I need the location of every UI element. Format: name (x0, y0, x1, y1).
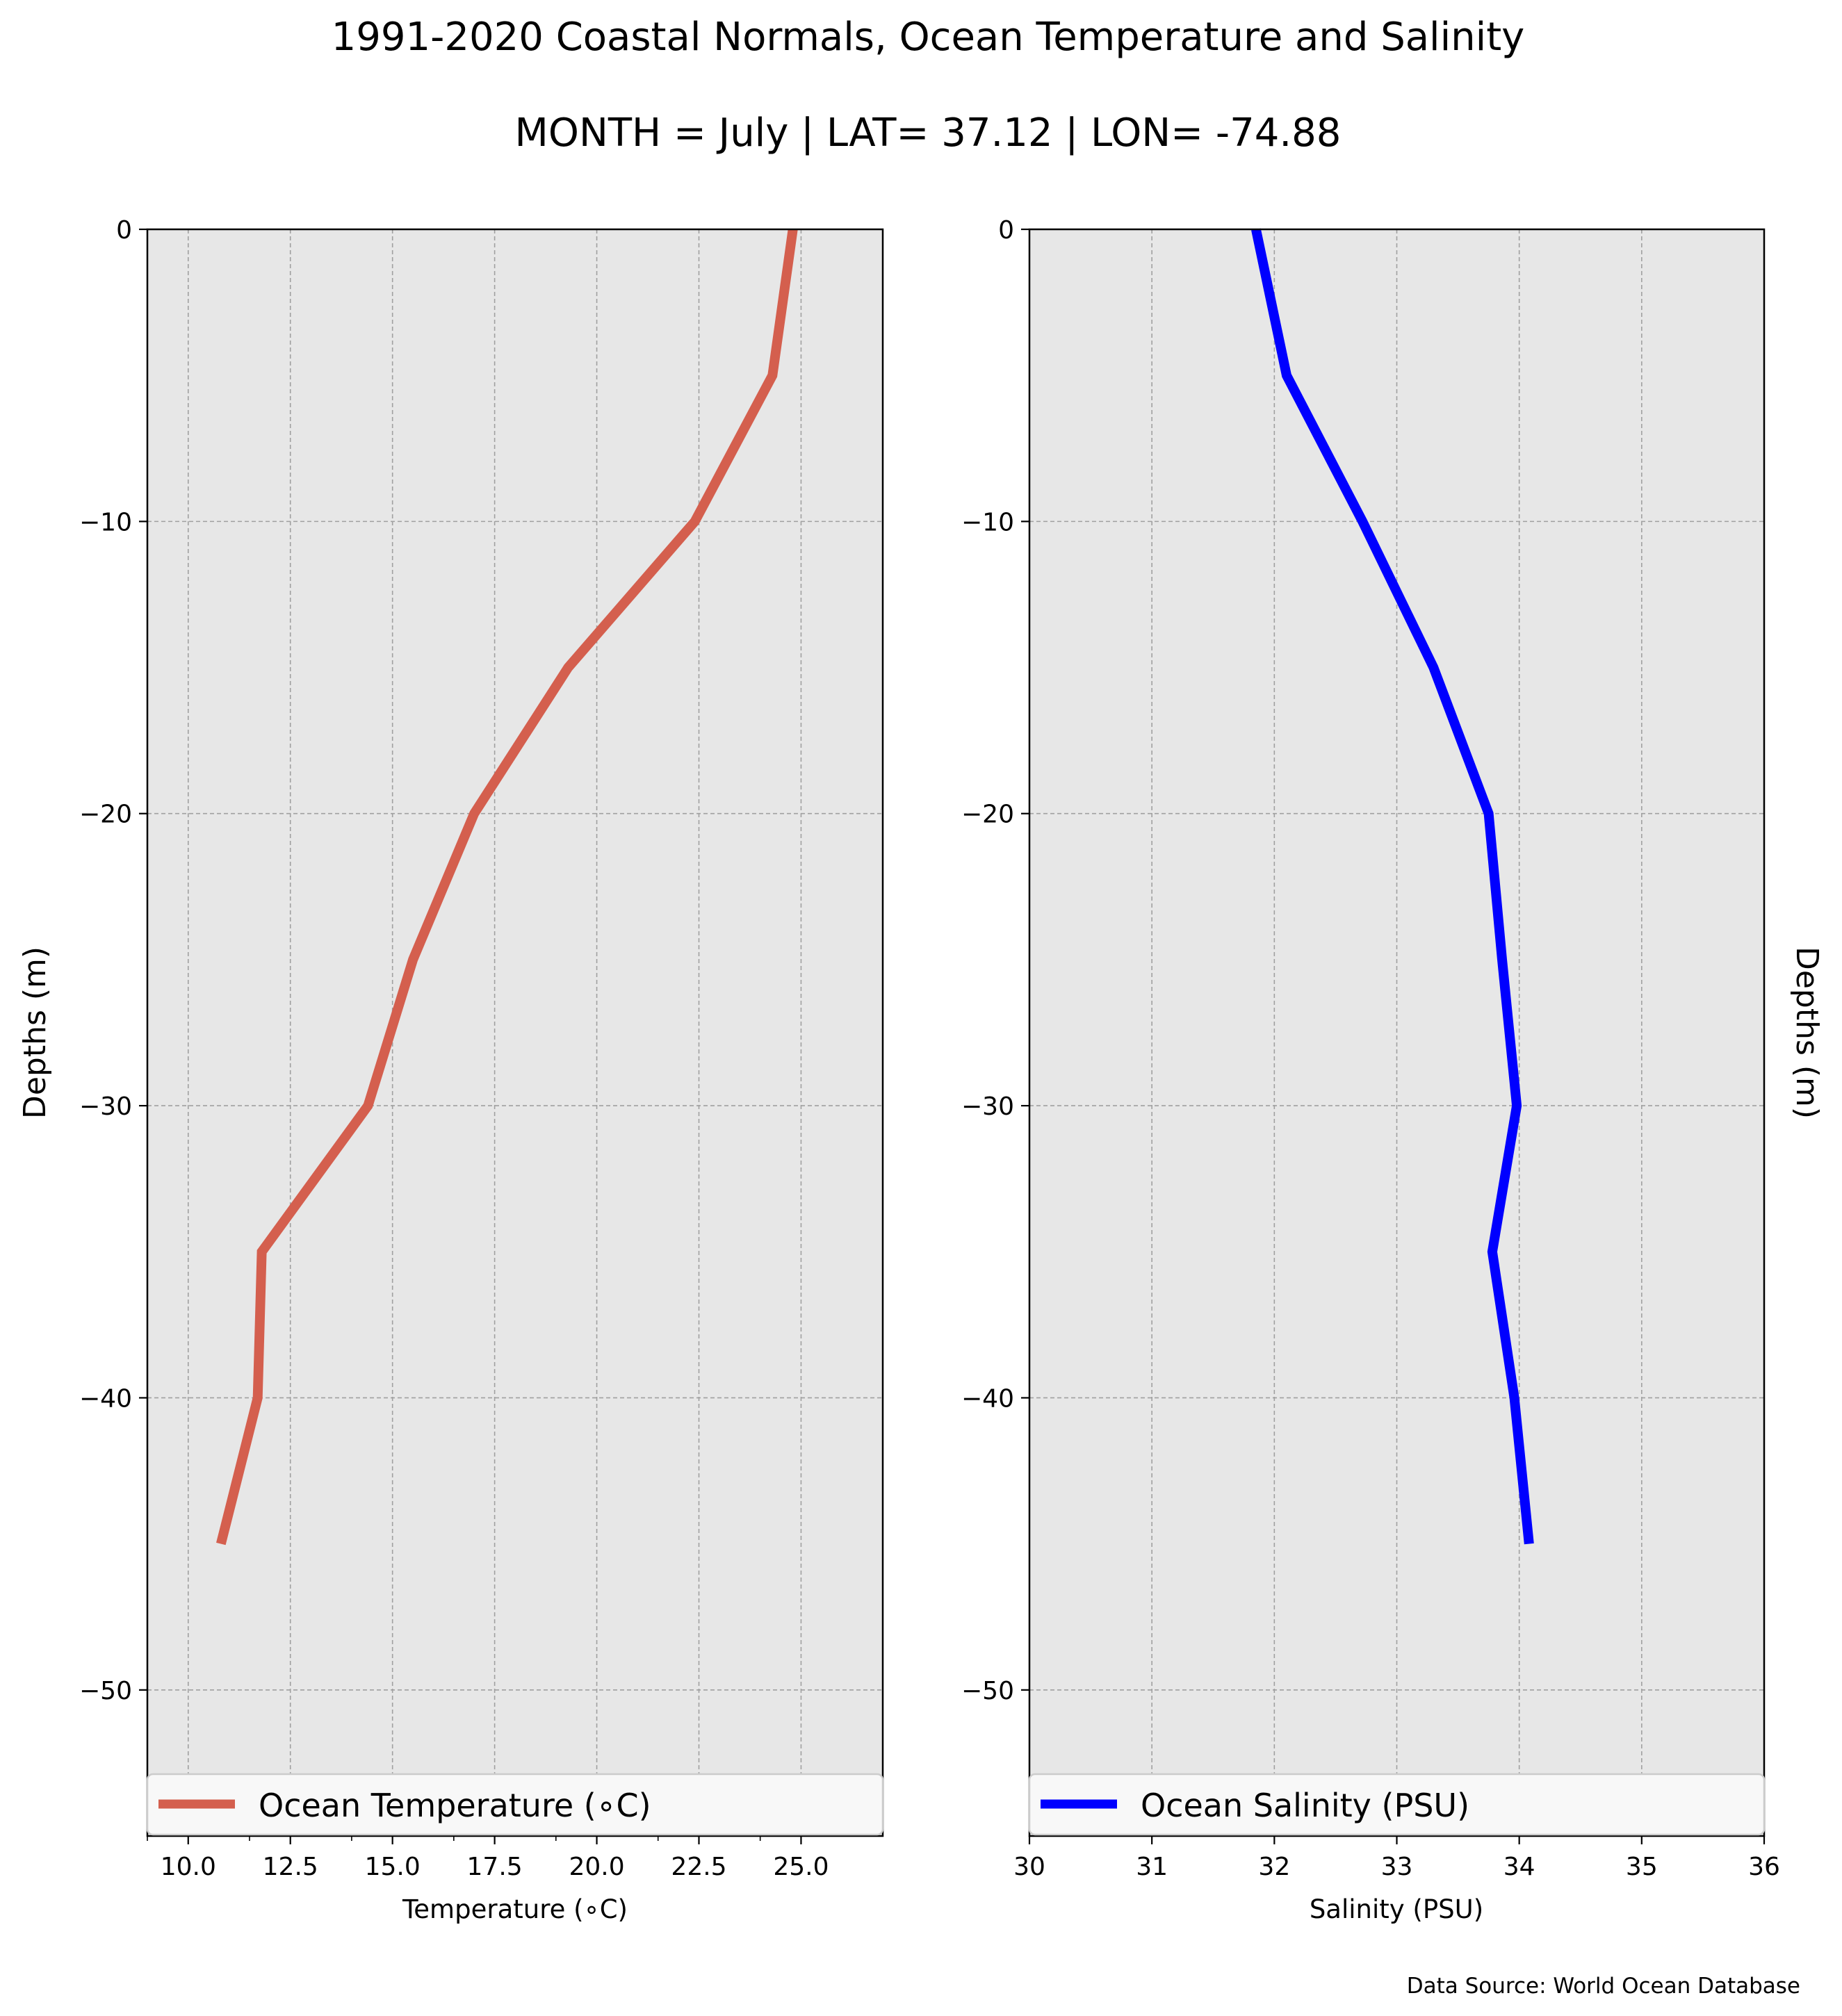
salinity-y-tick-label: −10 (961, 508, 1014, 536)
temperature-panel: 0 −10 −20 −30 −40 −50 10.0 12.5 15.0 17.5 20.0 22.… (17, 216, 884, 1924)
salinity-y-ticks: 0 −10 −20 −30 −40 −50 (961, 216, 1029, 1705)
salinity-y-tick-label: 0 (998, 216, 1014, 245)
temperature-x-tick-label: 17.5 (467, 1853, 523, 1881)
temperature-x-tick-label: 15.0 (365, 1853, 421, 1881)
temperature-y-tick-label: −50 (79, 1677, 132, 1705)
temperature-y-ticks: 0 −10 −20 −30 −40 −50 (79, 216, 147, 1705)
temperature-x-tick-label: 12.5 (263, 1853, 318, 1881)
salinity-x-ticks: 30 31 32 33 34 35 36 (1013, 1836, 1780, 1881)
salinity-x-tick-label: 33 (1381, 1853, 1413, 1881)
salinity-x-axis-label: Salinity (PSU) (1310, 1894, 1483, 1924)
data-source-footer: Data Source: World Ocean Database (1407, 1974, 1800, 1999)
temperature-x-tick-label: 25.0 (773, 1853, 829, 1881)
salinity-legend-label: Ocean Salinity (PSU) (1141, 1787, 1469, 1824)
temperature-series-line (216, 229, 798, 1546)
temperature-y-tick-label: −30 (79, 1092, 132, 1121)
salinity-legend: Ocean Salinity (PSU) (1028, 1773, 1766, 1836)
salinity-y-axis-label: Depths (m) (1789, 946, 1825, 1119)
temperature-x-tick-label: 10.0 (161, 1853, 216, 1881)
salinity-x-tick-label: 34 (1503, 1853, 1535, 1881)
salinity-x-tick-label: 30 (1013, 1853, 1045, 1881)
salinity-legend-box (1028, 1773, 1766, 1836)
salinity-gridlines (1029, 229, 1764, 1836)
temperature-legend-label: Ocean Temperature (∘C) (259, 1787, 651, 1824)
temperature-x-tick-label: 20.0 (569, 1853, 624, 1881)
temperature-x-ticks: 10.0 12.5 15.0 17.5 20.0 22.5 25.0 (147, 1836, 829, 1881)
temperature-legend-box (146, 1773, 884, 1836)
temperature-legend: Ocean Temperature (∘C) (146, 1773, 884, 1836)
temperature-y-tick-label: 0 (116, 216, 132, 245)
chart-title: 1991-2020 Coastal Normals, Ocean Tempera… (332, 15, 1525, 60)
temperature-series-layer (216, 229, 798, 1546)
temperature-y-tick-label: −20 (79, 801, 132, 829)
temperature-y-tick-label: −40 (79, 1384, 132, 1413)
salinity-y-tick-label: −30 (961, 1092, 1014, 1121)
temperature-plot-area (147, 229, 883, 1836)
temperature-x-tick-label: 22.5 (671, 1853, 726, 1881)
salinity-y-tick-label: −20 (961, 801, 1014, 829)
salinity-panel: 0 −10 −20 −30 −40 −50 30 31 32 33 34 35 36 Ocean Sa… (961, 216, 1825, 1924)
salinity-y-tick-label: −40 (961, 1384, 1014, 1413)
temperature-y-axis-label: Depths (m) (17, 946, 53, 1119)
salinity-series-line (1251, 228, 1534, 1545)
salinity-y-tick-label: −50 (961, 1677, 1014, 1705)
chart-subtitle: MONTH = July | LAT= 37.12 | LON= -74.88 (515, 110, 1342, 156)
salinity-x-tick-label: 36 (1748, 1853, 1780, 1881)
salinity-x-tick-label: 31 (1136, 1853, 1168, 1881)
salinity-series-layer (1251, 228, 1534, 1545)
salinity-x-tick-label: 35 (1626, 1853, 1658, 1881)
temperature-axes-frame (146, 228, 884, 1837)
temperature-x-axis-label: Temperature (∘C) (402, 1894, 628, 1924)
temperature-y-tick-label: −10 (79, 508, 132, 536)
salinity-x-tick-label: 32 (1258, 1853, 1290, 1881)
